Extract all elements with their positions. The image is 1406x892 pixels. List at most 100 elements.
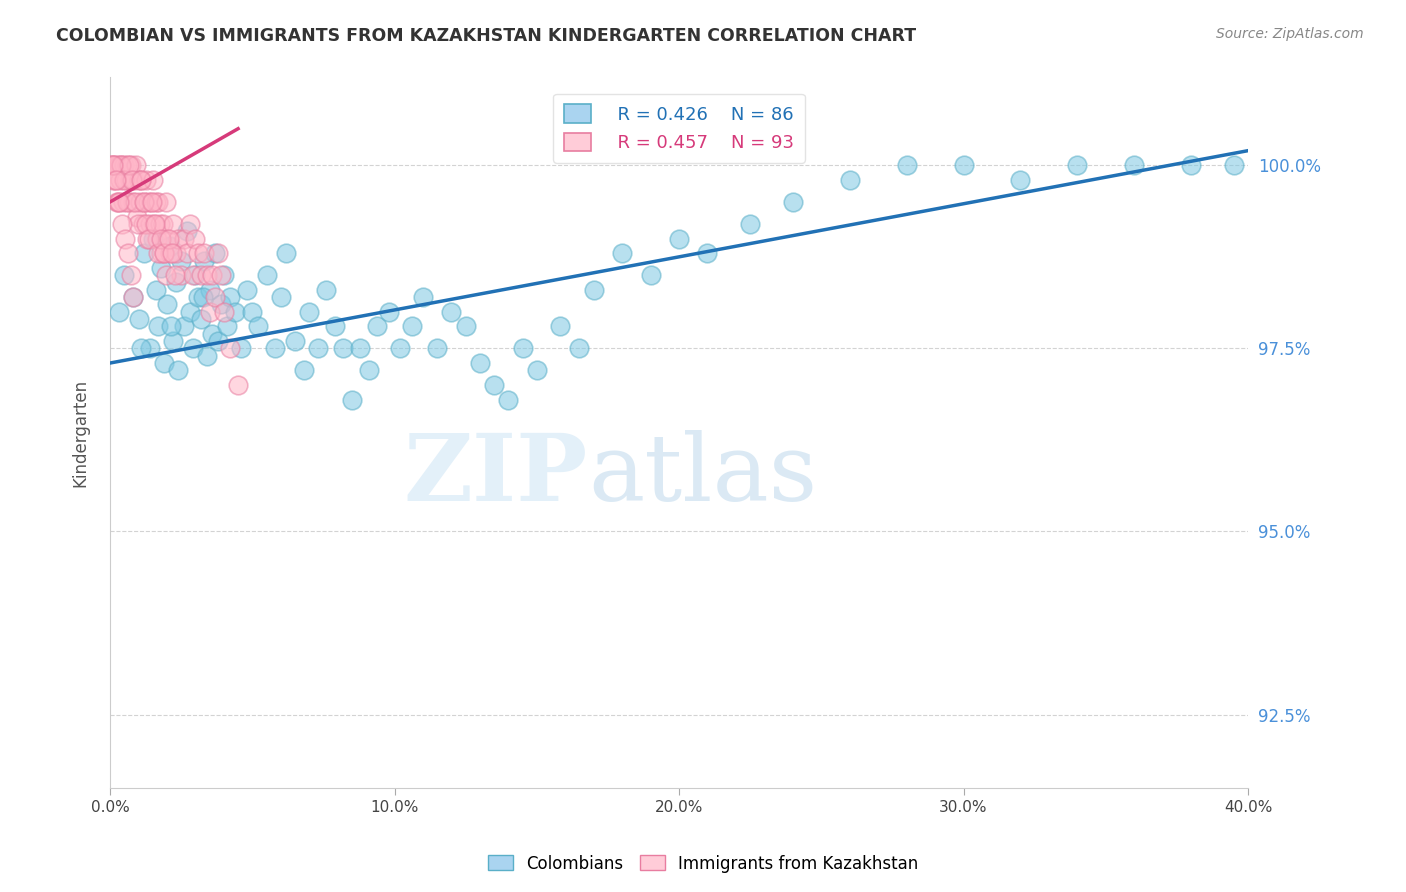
Point <box>150 260 173 275</box>
Point <box>218 342 240 356</box>
Point <box>129 194 152 209</box>
Point <box>114 173 136 187</box>
Point <box>170 268 193 282</box>
Point <box>153 246 176 260</box>
Point <box>201 268 224 282</box>
Point <box>292 363 315 377</box>
Point <box>170 253 193 268</box>
Point <box>112 173 135 187</box>
Text: atlas: atlas <box>588 430 817 520</box>
Point <box>160 246 183 260</box>
Point <box>104 158 127 172</box>
Point <box>120 268 142 282</box>
Point <box>426 342 449 356</box>
Point <box>357 363 380 377</box>
Point <box>184 268 207 282</box>
Point <box>101 158 124 172</box>
Point <box>190 268 212 282</box>
Point <box>122 290 145 304</box>
Point <box>246 319 269 334</box>
Point <box>179 217 201 231</box>
Point <box>145 283 167 297</box>
Point <box>207 334 229 348</box>
Point <box>146 231 169 245</box>
Point <box>101 173 124 187</box>
Point <box>129 173 152 187</box>
Point <box>141 194 163 209</box>
Point <box>193 253 215 268</box>
Point <box>229 342 252 356</box>
Point <box>198 305 221 319</box>
Point <box>162 217 184 231</box>
Point <box>114 231 136 245</box>
Point <box>215 319 238 334</box>
Point <box>332 342 354 356</box>
Point <box>838 173 860 187</box>
Point <box>138 194 160 209</box>
Point <box>134 194 156 209</box>
Point <box>110 158 132 172</box>
Point <box>307 342 329 356</box>
Point <box>548 319 571 334</box>
Point <box>207 246 229 260</box>
Point <box>224 305 246 319</box>
Point <box>184 231 207 245</box>
Point <box>121 173 143 187</box>
Point <box>209 268 232 282</box>
Point <box>782 194 804 209</box>
Point <box>179 305 201 319</box>
Point <box>378 305 401 319</box>
Point <box>193 246 215 260</box>
Point <box>1222 158 1244 172</box>
Point <box>121 290 143 304</box>
Point <box>1180 158 1202 172</box>
Point <box>118 158 141 172</box>
Point <box>401 319 423 334</box>
Point <box>132 194 155 209</box>
Point <box>104 173 127 187</box>
Point <box>112 158 135 172</box>
Point <box>141 194 163 209</box>
Point <box>668 231 690 245</box>
Point <box>204 246 226 260</box>
Point <box>131 173 153 187</box>
Point <box>1066 158 1088 172</box>
Point <box>148 194 170 209</box>
Point <box>204 290 226 304</box>
Point <box>498 392 520 407</box>
Point <box>100 158 122 172</box>
Point <box>284 334 307 348</box>
Point <box>120 158 142 172</box>
Point <box>468 356 491 370</box>
Point <box>276 246 298 260</box>
Point <box>181 342 204 356</box>
Point <box>142 173 165 187</box>
Point <box>454 319 477 334</box>
Point <box>582 283 605 297</box>
Point <box>139 217 162 231</box>
Point <box>149 217 172 231</box>
Point <box>212 305 235 319</box>
Point <box>176 246 198 260</box>
Point <box>152 246 174 260</box>
Point <box>482 378 505 392</box>
Legend: Colombians, Immigrants from Kazakhstan: Colombians, Immigrants from Kazakhstan <box>481 848 925 880</box>
Point <box>568 342 591 356</box>
Point <box>145 194 167 209</box>
Point <box>103 158 125 172</box>
Point <box>198 283 221 297</box>
Point <box>173 319 195 334</box>
Point <box>512 342 534 356</box>
Point <box>115 194 138 209</box>
Point <box>952 158 974 172</box>
Point <box>162 334 184 348</box>
Point <box>124 194 146 209</box>
Point <box>159 246 181 260</box>
Point <box>107 194 129 209</box>
Point <box>323 319 346 334</box>
Point <box>159 239 181 253</box>
Point <box>235 283 257 297</box>
Point <box>167 231 190 245</box>
Point <box>389 342 412 356</box>
Point <box>156 297 179 311</box>
